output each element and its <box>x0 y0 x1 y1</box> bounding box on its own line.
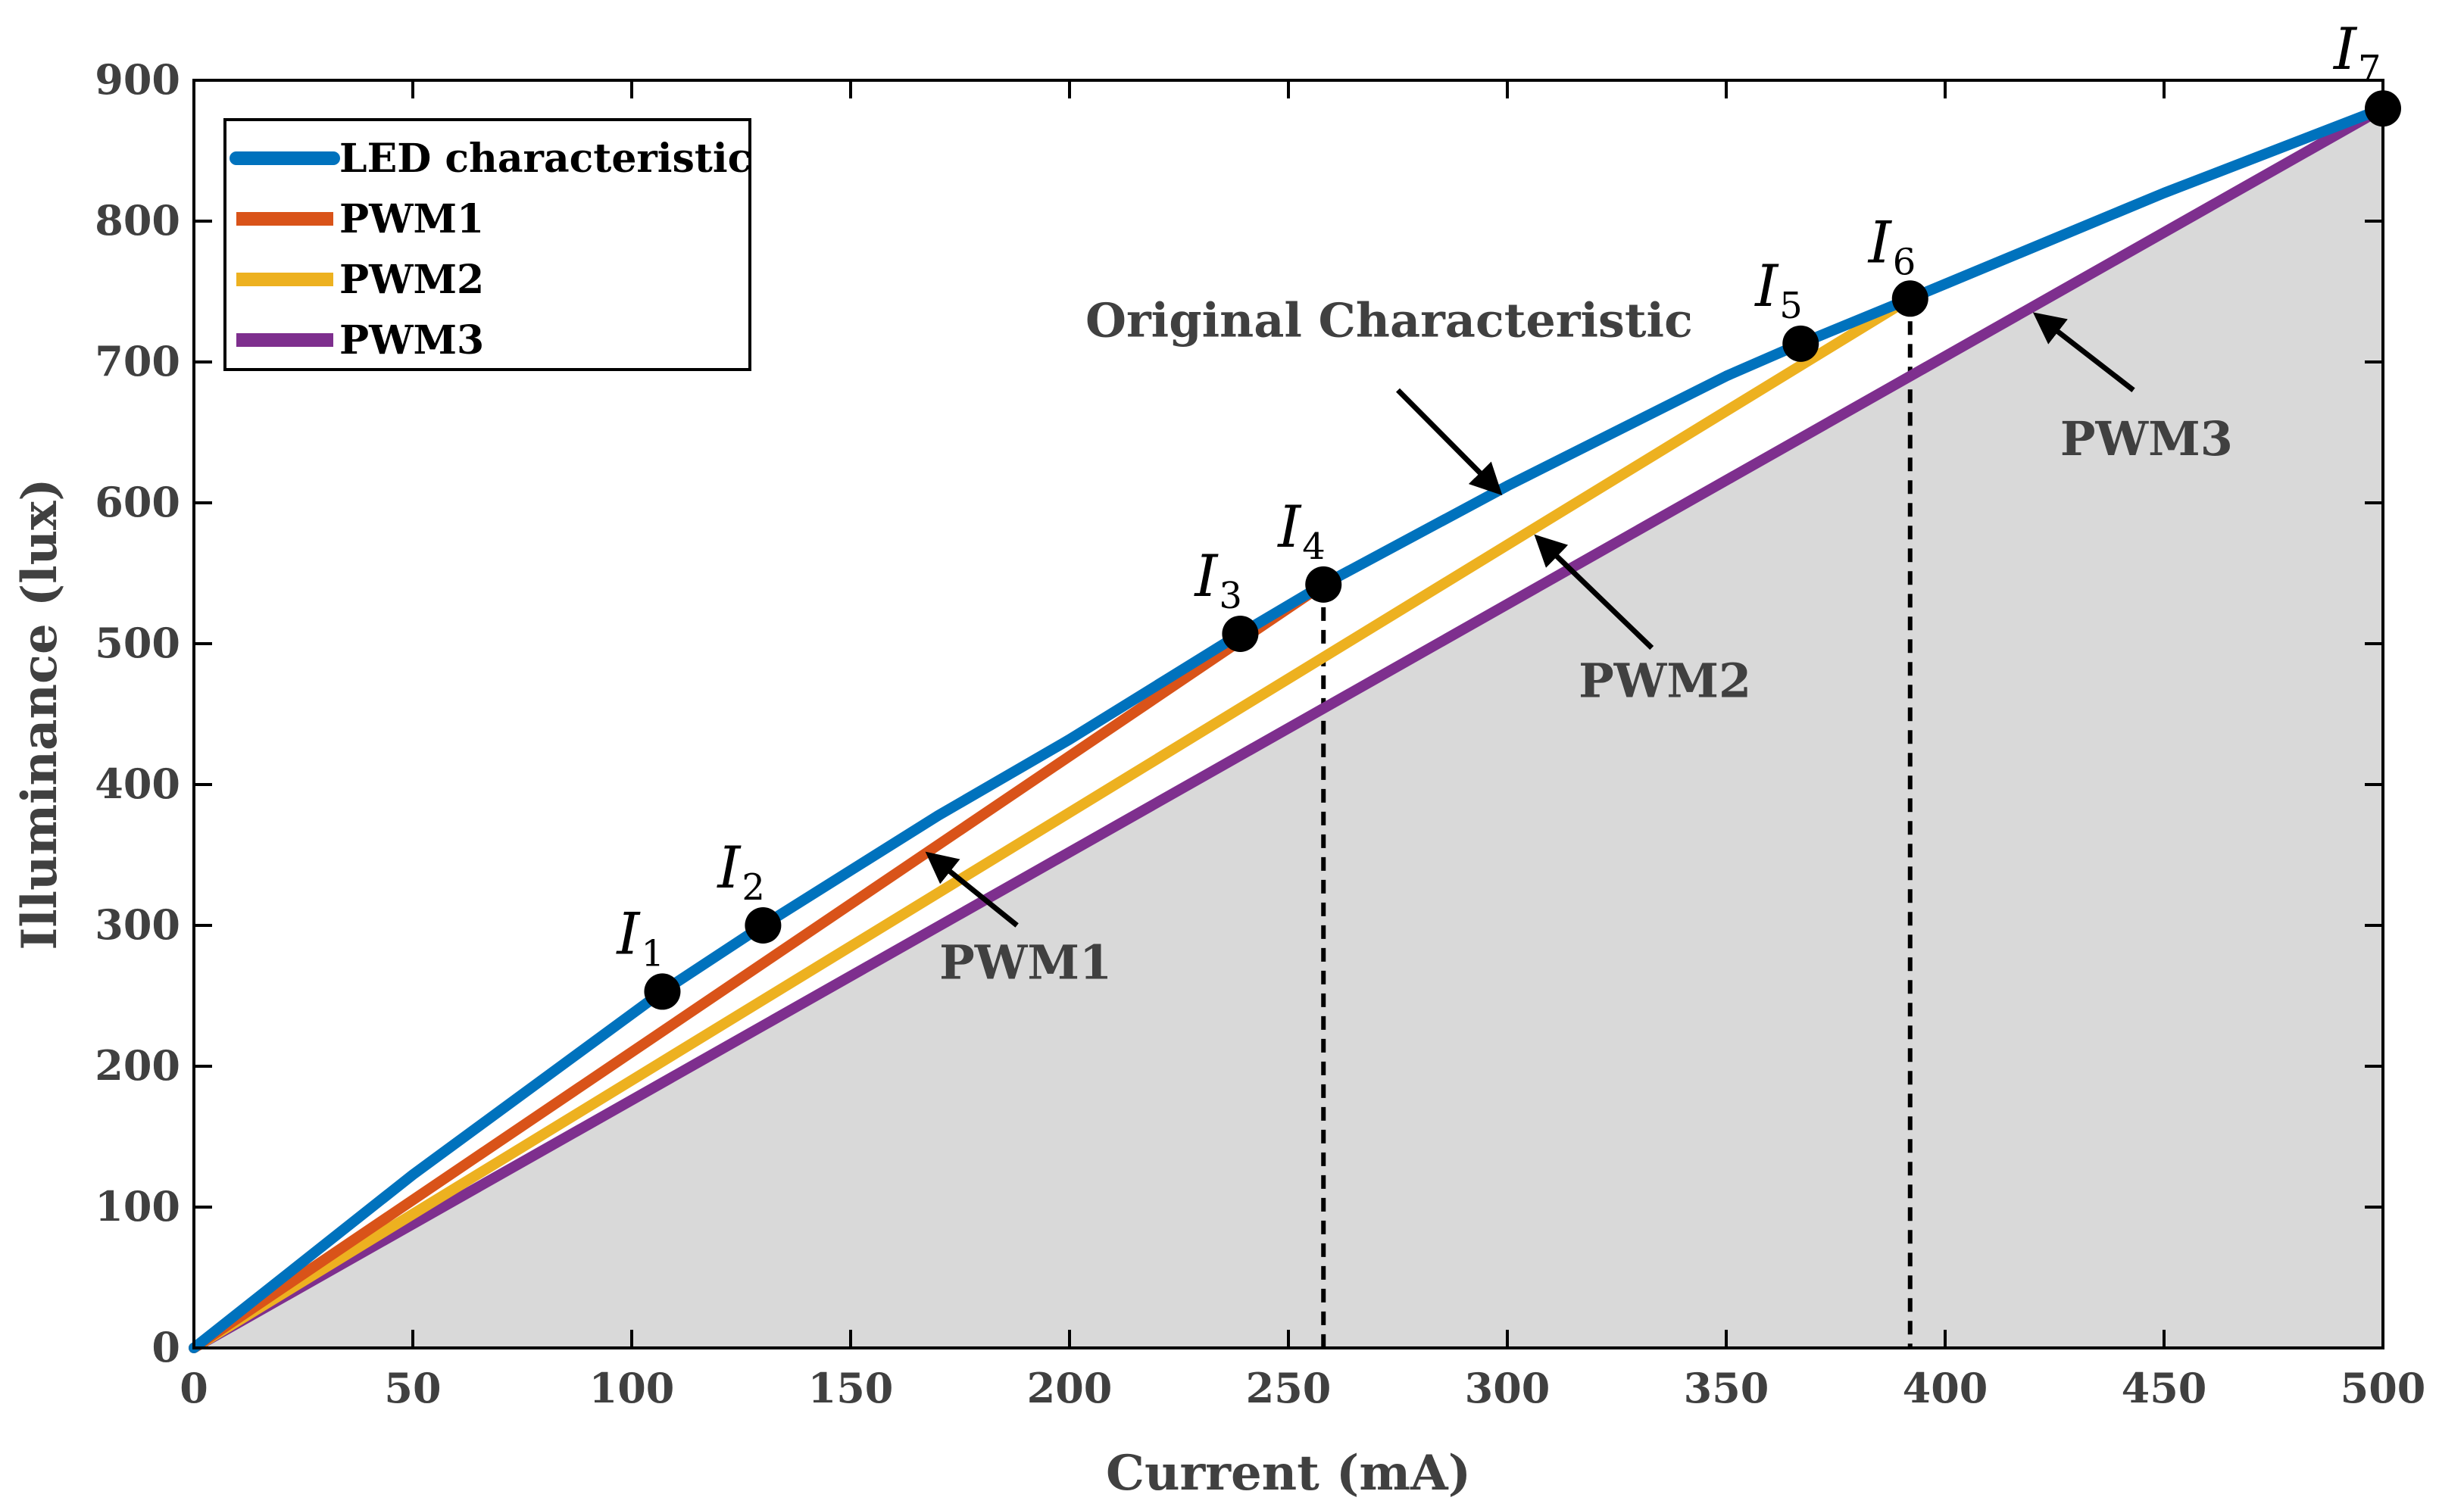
point-sub-i6: 6 <box>1893 241 1916 283</box>
x-tick-label-350: 350 <box>1684 1364 1769 1412</box>
x-tick-label-0: 0 <box>180 1364 208 1412</box>
annotation-pwm1-label: PWM1 <box>939 935 1112 991</box>
point-i6 <box>1891 280 1928 317</box>
annotation-pwm3-label: PWM3 <box>2060 411 2233 466</box>
point-label-i1: I <box>615 900 641 967</box>
x-tick-label-400: 400 <box>1903 1364 1988 1412</box>
x-tick-label-250: 250 <box>1246 1364 1332 1412</box>
y-axis-title: Illuminance (lux) <box>11 478 68 950</box>
point-label-i4: I <box>1276 493 1302 560</box>
annotation-pwm2-arrow <box>1534 534 1654 650</box>
point-sub-i2: 2 <box>742 866 765 909</box>
series-led-characteristic <box>189 103 2388 1353</box>
point-sub-i5: 5 <box>1779 285 1803 327</box>
point-sub-i3: 3 <box>1219 575 1242 617</box>
point-sub-i4: 4 <box>1302 526 1326 568</box>
annotation-pwm1-arrow <box>925 851 1019 928</box>
y-tick-label-800: 800 <box>95 196 180 245</box>
x-axis-title: Current (mA) <box>1106 1445 1471 1502</box>
series-pwm3 <box>189 103 2388 1353</box>
series-pwm1 <box>189 579 1329 1353</box>
legend-label-pwm3: PWM3 <box>339 317 484 363</box>
y-tick-label-500: 500 <box>95 619 180 667</box>
point-label-i7: I <box>2332 15 2358 83</box>
y-tick-label-100: 100 <box>95 1182 180 1231</box>
y-tick-label-0: 0 <box>151 1323 180 1371</box>
y-tick-label-400: 400 <box>95 760 180 808</box>
y-tick-label-600: 600 <box>95 478 180 526</box>
annotation-pwm3-arrow <box>2032 312 2135 392</box>
point-i5 <box>1782 325 1819 362</box>
legend-label-led-characteristic: LED characteristic <box>339 136 751 182</box>
series-pwm2 <box>189 293 1916 1353</box>
point-label-i3: I <box>1193 542 1219 610</box>
annotation-pwm2-label: PWM2 <box>1579 654 1751 709</box>
y-tick-label-900: 900 <box>95 55 180 104</box>
legend: LED characteristic PWM1 PWM2 PWM3 <box>223 118 751 371</box>
point-i3 <box>1222 615 1259 652</box>
annotation-original-characteristic-arrow <box>1396 388 1503 496</box>
point-label-i2: I <box>716 834 742 901</box>
point-label-i6: I <box>1867 208 1893 276</box>
legend-label-pwm1: PWM1 <box>339 196 484 242</box>
legend-label-pwm2: PWM2 <box>339 257 484 303</box>
point-label-i5: I <box>1754 252 1779 320</box>
x-tick-label-150: 150 <box>808 1364 894 1412</box>
point-i2 <box>745 907 782 944</box>
x-tick-label-500: 500 <box>2341 1364 2426 1412</box>
x-tick-label-50: 50 <box>384 1364 441 1412</box>
x-tick-label-450: 450 <box>2122 1364 2207 1412</box>
point-i4 <box>1305 566 1342 603</box>
point-sub-i7: 7 <box>2358 48 2381 90</box>
y-tick-label-700: 700 <box>95 337 180 385</box>
annotation-original-characteristic-label: Original Characteristic <box>1085 293 1693 348</box>
point-sub-i1: 1 <box>641 932 664 975</box>
x-tick-label-300: 300 <box>1465 1364 1551 1412</box>
point-i1 <box>644 973 681 1010</box>
y-tick-label-200: 200 <box>95 1041 180 1090</box>
y-tick-label-300: 300 <box>95 900 180 949</box>
x-tick-label-200: 200 <box>1027 1364 1113 1412</box>
x-tick-label-100: 100 <box>589 1364 675 1412</box>
